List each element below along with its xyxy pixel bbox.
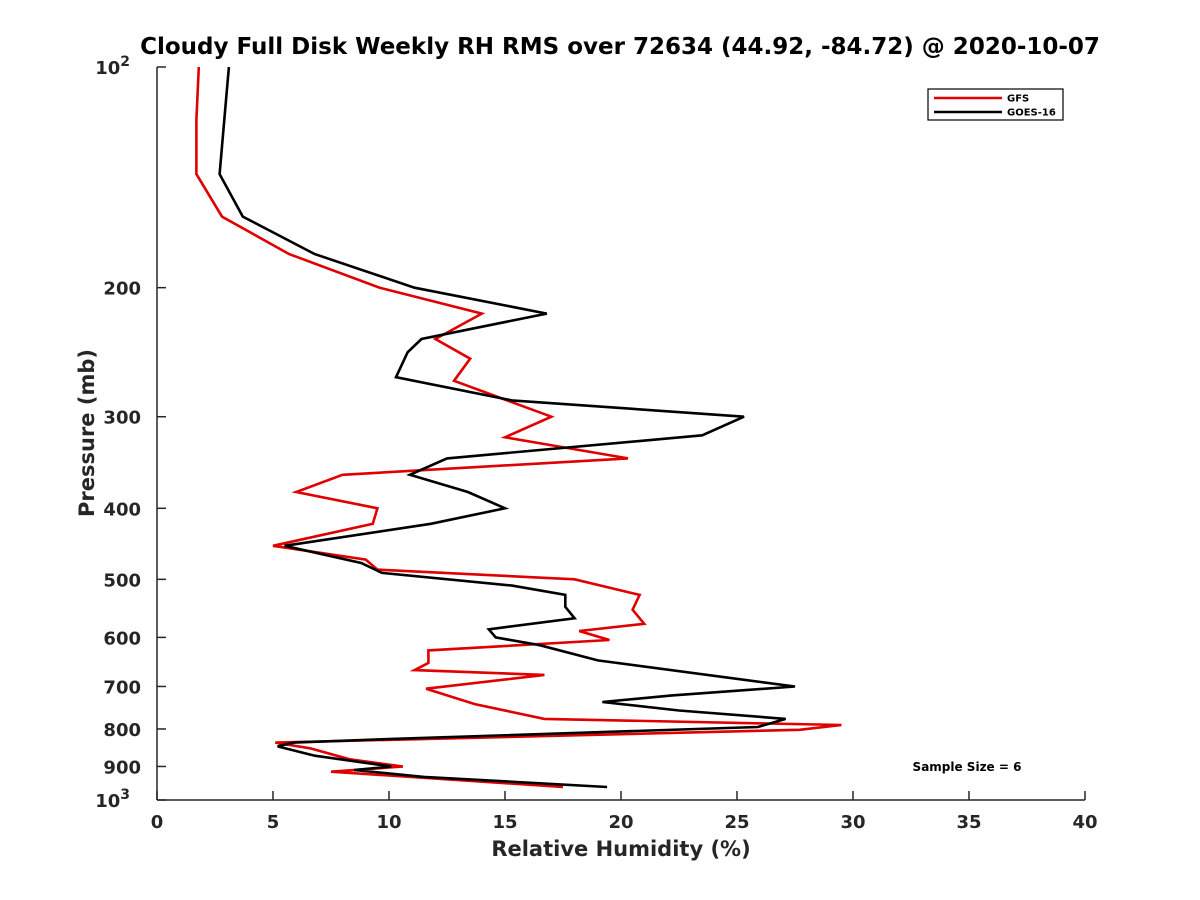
x-tick-label: 20 xyxy=(608,812,633,833)
y-tick-label-base: 800 xyxy=(103,720,141,741)
y-tick-label-base: 300 xyxy=(103,408,141,429)
plot-background xyxy=(157,67,1085,800)
y-tick-label-base: 10 xyxy=(95,58,120,79)
y-axis-label: Pressure (mb) xyxy=(75,349,99,517)
x-tick-label: 10 xyxy=(376,812,401,833)
y-tick-label: 600 xyxy=(103,628,141,649)
x-tick-label: 25 xyxy=(724,812,749,833)
y-tick-label: 500 xyxy=(103,570,141,591)
x-tick-label: 35 xyxy=(956,812,981,833)
x-axis-label: Relative Humidity (%) xyxy=(491,837,750,861)
y-tick-label: 200 xyxy=(103,279,141,300)
legend-label-goes-16: GOES-16 xyxy=(1007,108,1056,119)
y-tick-label-base: 900 xyxy=(103,757,141,778)
y-tick-label-base: 700 xyxy=(103,677,141,698)
x-tick-label: 15 xyxy=(492,812,517,833)
x-tick-label: 5 xyxy=(267,812,280,833)
legend-box xyxy=(927,88,1064,121)
series-layer xyxy=(195,66,842,789)
plot-area xyxy=(157,67,1085,800)
legend-label-gfs: GFS xyxy=(1007,94,1029,105)
legend: GFS GOES-16 xyxy=(927,88,1064,121)
y-tick-label-exponent: 2 xyxy=(120,54,130,70)
series-line-gfs xyxy=(195,66,842,789)
y-tick-label-base: 500 xyxy=(103,570,141,591)
y-tick-label-base: 400 xyxy=(103,499,141,520)
y-tick-label-exponent: 3 xyxy=(120,787,130,803)
y-tick-label-base: 200 xyxy=(103,279,141,300)
series-line-goes-16 xyxy=(218,66,796,789)
y-tick-label: 103 xyxy=(95,787,130,812)
x-tick-label: 30 xyxy=(840,812,865,833)
x-tick-label: 0 xyxy=(151,812,164,833)
y-tick-label-base: 600 xyxy=(103,628,141,649)
x-axis-ticks: 0 5 10 15 20 25 30 35 40 xyxy=(151,791,1098,833)
y-tick-label: 700 xyxy=(103,677,141,698)
y-tick-label: 400 xyxy=(103,499,141,520)
y-tick-label: 102 xyxy=(95,54,130,79)
y-tick-label: 300 xyxy=(103,408,141,429)
y-tick-label: 900 xyxy=(103,757,141,778)
y-tick-label: 800 xyxy=(103,720,141,741)
y-tick-label-base: 10 xyxy=(95,791,120,812)
x-tick-label: 40 xyxy=(1072,812,1097,833)
sample-size-annotation: Sample Size = 6 xyxy=(913,760,1022,774)
chart-title: Cloudy Full Disk Weekly RH RMS over 7263… xyxy=(140,34,1100,60)
